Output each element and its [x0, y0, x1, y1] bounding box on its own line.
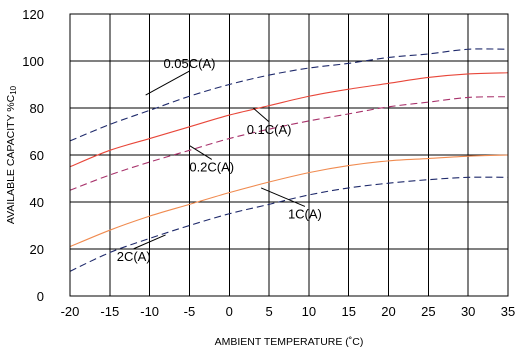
series-label-leader — [189, 145, 213, 160]
series-label: 2C(A) — [117, 249, 151, 264]
x-tick-label: -15 — [100, 304, 119, 319]
series-lines — [69, 48, 509, 272]
x-tick-label: 20 — [381, 304, 395, 319]
x-tick-label: -10 — [140, 304, 159, 319]
x-tick-label: 15 — [341, 304, 355, 319]
y-tick-label: 120 — [22, 7, 44, 22]
series-label: 0.2C(A) — [189, 159, 234, 174]
x-tick-label: 35 — [501, 304, 515, 319]
plot-frame — [69, 13, 509, 297]
series-line-3 — [69, 154, 509, 248]
series-label-leader — [133, 234, 166, 250]
series-label-leader — [145, 70, 190, 96]
y-tick-label: 0 — [37, 289, 44, 304]
y-axis-tick-labels: 0 20 40 60 80 100 120 — [22, 7, 44, 304]
y-tick-label: 80 — [30, 101, 44, 116]
series-label: 0.1C(A) — [247, 122, 292, 137]
series-line-0 — [69, 48, 509, 142]
x-tick-label: 10 — [302, 304, 316, 319]
x-tick-label: 25 — [421, 304, 435, 319]
y-axis-title-subscript: 10 — [9, 85, 18, 94]
x-tick-label: 0 — [226, 304, 233, 319]
x-axis-title: AMBIENT TEMPERATURE (˚C) — [215, 336, 364, 348]
y-tick-label: 100 — [22, 54, 44, 69]
series-labels: 0.05C(A) 0.1C(A) 0.2C(A) 1C(A) 2C(A) — [117, 56, 322, 264]
y-tick-label: 40 — [30, 195, 44, 210]
x-axis-tick-labels: -20 -15 -10 -5 0 5 10 15 20 25 30 35 — [61, 304, 516, 319]
x-tick-label: -20 — [61, 304, 80, 319]
y-axis-title-main: AVAILABLE CAPACITY %C — [5, 94, 17, 224]
x-tick-label: 30 — [461, 304, 475, 319]
series-label: 0.05C(A) — [163, 56, 215, 71]
y-tick-label: 20 — [30, 242, 44, 257]
series-line-2 — [69, 96, 509, 191]
series-label-leader — [252, 107, 270, 123]
x-tick-label: 5 — [265, 304, 272, 319]
series-label: 1C(A) — [288, 206, 322, 221]
x-tick-label: -5 — [184, 304, 196, 319]
y-axis-title: AVAILABLE CAPACITY %C10 — [5, 85, 18, 224]
series-label-leader — [260, 187, 306, 207]
y-tick-label: 60 — [30, 148, 44, 163]
series-line-1 — [69, 72, 509, 168]
